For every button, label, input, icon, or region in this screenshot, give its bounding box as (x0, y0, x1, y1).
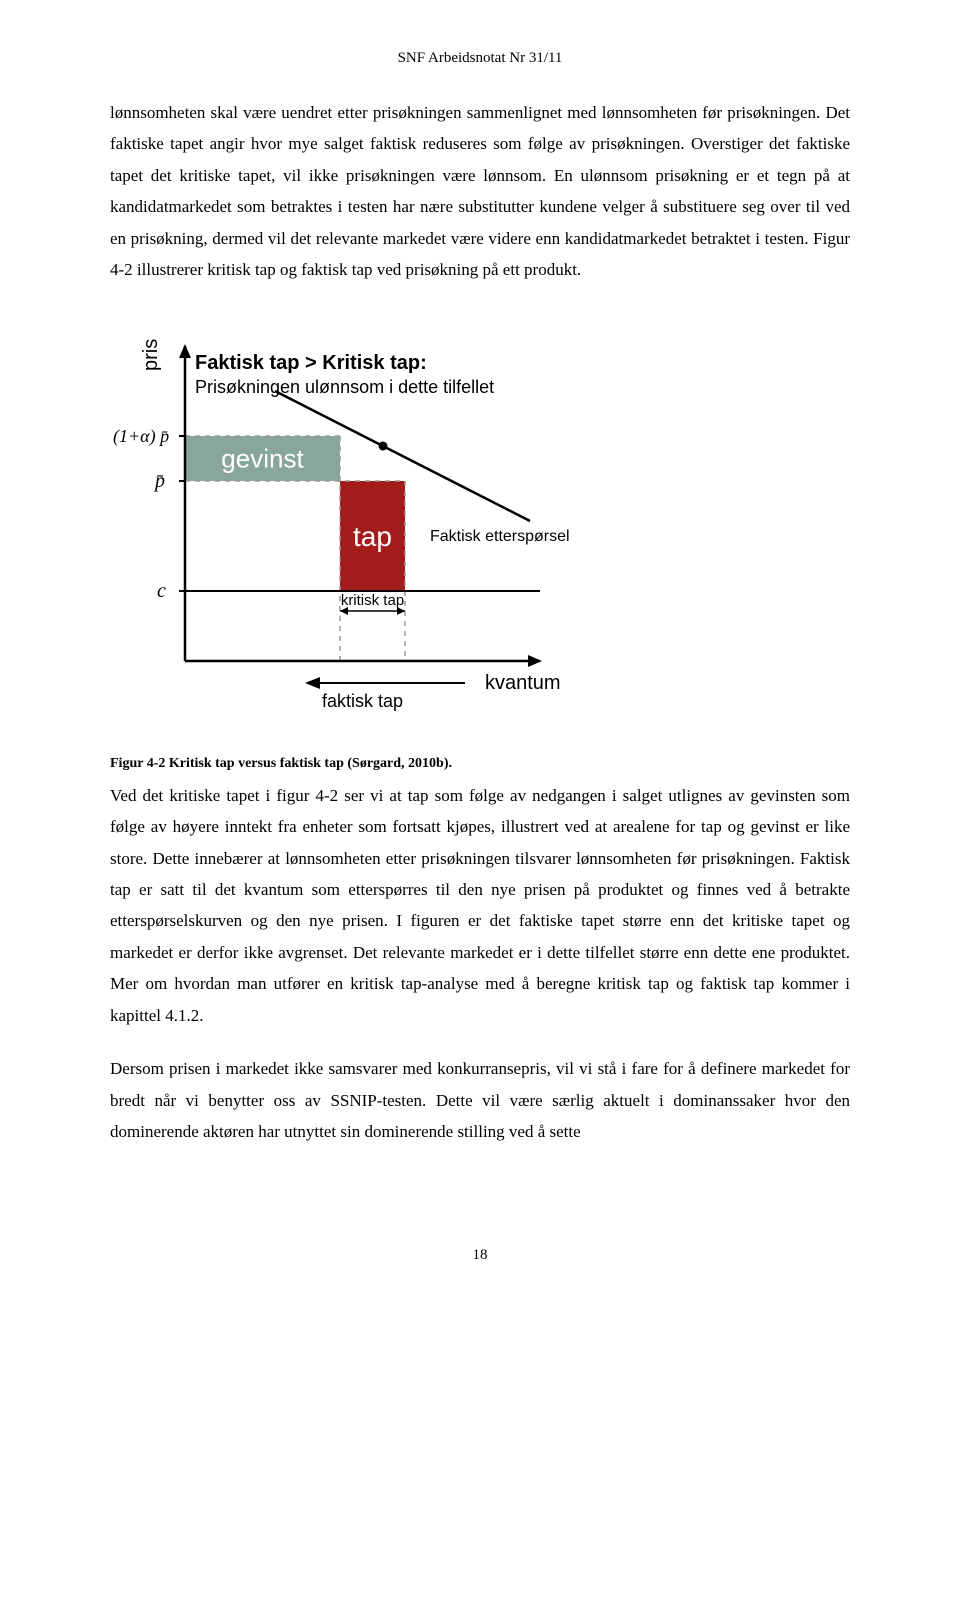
svg-text:c: c (157, 580, 166, 602)
svg-text:kritisk tap: kritisk tap (341, 592, 404, 609)
page-number: 18 (110, 1247, 850, 1264)
paragraph-3: Dersom prisen i markedet ikke samsvarer … (110, 1053, 850, 1147)
svg-text:tap: tap (353, 521, 392, 552)
svg-text:Faktisk etterspørsel: Faktisk etterspørsel (430, 528, 570, 545)
svg-text:pris: pris (140, 338, 162, 370)
paragraph-1: lønnsomheten skal være uendret etter pri… (110, 97, 850, 286)
svg-text:faktisk tap: faktisk tap (322, 691, 403, 711)
svg-text:gevinst: gevinst (221, 443, 304, 473)
paragraph-2: Ved det kritiske tapet i figur 4-2 ser v… (110, 780, 850, 1032)
svg-text:Prisøkningen ulønnsom i dette: Prisøkningen ulønnsom i dette tilfellet (195, 377, 494, 397)
figure-caption: Figur 4-2 Kritisk tap versus faktisk tap… (110, 756, 850, 772)
svg-text:Faktisk tap > Kritisk tap:: Faktisk tap > Kritisk tap: (195, 352, 427, 374)
svg-text:p̄: p̄ (153, 470, 165, 492)
svg-text:kvantum: kvantum (485, 672, 561, 694)
figure-4-2: Faktisk tap > Kritisk tap: Prisøkningen u… (110, 331, 850, 731)
page-header: SNF Arbeidsnotat Nr 31/11 (110, 50, 850, 67)
chart-area: Faktisk tap > Kritisk tap: Prisøkningen u… (80, 331, 600, 731)
svg-text:(1+α) p̄: (1+α) p̄ (113, 426, 169, 447)
